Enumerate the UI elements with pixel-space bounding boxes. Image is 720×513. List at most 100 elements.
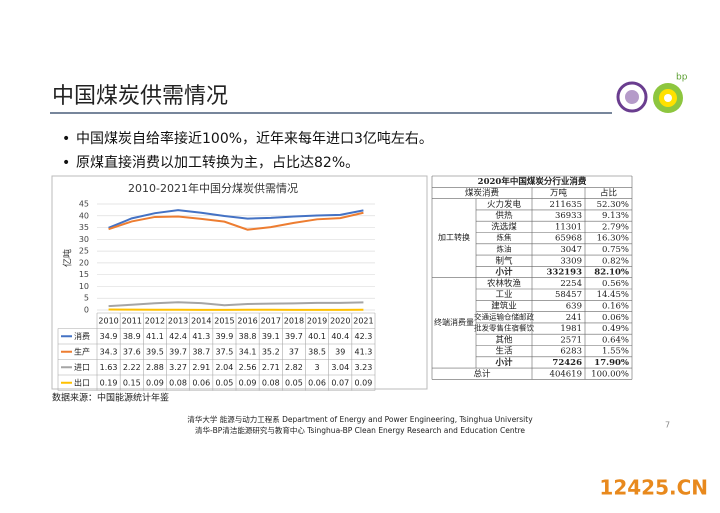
table-value: 38.5 (308, 347, 326, 356)
x-tick-label: 2018 (284, 316, 304, 325)
table-cell: 16.30% (597, 234, 629, 244)
table-cell: 332193 (547, 268, 583, 278)
table-cell: 1.55% (602, 347, 629, 357)
table-value: 42.3 (355, 332, 373, 341)
x-tick-label: 2011 (122, 316, 142, 325)
table-cell: 100.00% (591, 369, 629, 379)
table-value: 39.9 (216, 332, 234, 341)
table-value: 2.82 (285, 363, 303, 372)
slide-title: 中国煤炭供需情况 (52, 84, 228, 109)
table-cell: 3047 (560, 245, 582, 255)
y-tick-label: 0 (84, 306, 89, 315)
table-value: 0.05 (216, 378, 234, 387)
table-value: 2.22 (123, 363, 141, 372)
table-value: 39.7 (169, 347, 187, 356)
bullet-mark: • (62, 155, 70, 171)
y-tick-label: 5 (84, 294, 89, 303)
table-cell: 9.13% (602, 211, 629, 221)
x-tick-label: 2010 (98, 316, 118, 325)
legend-label: 出口 (74, 377, 90, 387)
table-cell: 2571 (560, 335, 582, 345)
bp-logo-center (664, 94, 672, 102)
table-value: 35.2 (262, 347, 280, 356)
table-cell: 211635 (550, 200, 582, 210)
table-value: 0.06 (192, 378, 210, 387)
table-cell: 639 (566, 301, 582, 311)
table-cell: 11301 (555, 222, 582, 232)
table-cell: 72426 (552, 358, 582, 368)
table-cell: 2254 (560, 279, 582, 289)
table-value: 0.06 (308, 378, 326, 387)
table-cell: 1981 (560, 324, 582, 334)
table-value: 34.9 (100, 332, 118, 341)
table-value: 0.19 (100, 378, 118, 387)
table-value: 39.7 (285, 332, 303, 341)
y-tick-label: 10 (79, 282, 89, 291)
bullet-mark: • (62, 131, 70, 147)
y-tick-label: 25 (79, 247, 89, 256)
table-value: 41.1 (146, 332, 164, 341)
table-cell: 3309 (560, 256, 582, 266)
x-tick-label: 2017 (261, 316, 281, 325)
x-tick-label: 2016 (237, 316, 257, 325)
table-cell: 0.75% (602, 245, 629, 255)
table-cell: 炼焦 (497, 232, 512, 242)
table-value: 2.56 (239, 363, 257, 372)
table-value: 1.63 (100, 363, 118, 372)
bullet: 原煤直接消费以加工转换为主，占比达82%。 (76, 154, 359, 171)
table-cell: 0.06% (602, 313, 629, 323)
table-cell: 农林牧渔 (487, 278, 522, 289)
table-cell: 供热 (495, 210, 513, 221)
table-value: 41.3 (192, 332, 210, 341)
table-cell: 0.49% (602, 324, 629, 334)
table-value: 0.08 (262, 378, 280, 387)
y-tick-label: 45 (79, 200, 89, 209)
table-cell: 其他 (495, 334, 513, 345)
page-number: 7 (665, 421, 670, 430)
table-value: 3.27 (169, 363, 187, 372)
table-value: 40.4 (331, 332, 349, 341)
table-cell: 52.30% (597, 200, 629, 210)
table-cell: 82.10% (594, 268, 629, 278)
y-axis-label: 亿吨 (62, 249, 74, 267)
table-value: 3.04 (331, 363, 349, 372)
table-value: 38.7 (192, 347, 210, 356)
table-cell: 建筑业 (491, 300, 517, 311)
table-cell: 58457 (555, 290, 582, 300)
university-logo-core (625, 90, 639, 104)
table-cell: 终端消费量 (434, 317, 474, 327)
table-cell: 0.56% (602, 279, 629, 289)
table-cell: 洗选煤 (491, 221, 517, 232)
table-value: 3 (315, 363, 320, 372)
table-value: 38.9 (123, 332, 141, 341)
x-tick-label: 2014 (191, 316, 211, 325)
table-value: 2.04 (216, 363, 234, 372)
y-tick-label: 15 (79, 270, 89, 279)
table-cell: 小计 (494, 267, 513, 278)
table-cell: 2.79% (602, 222, 629, 232)
legend-label: 消费 (74, 331, 90, 341)
legend-label: 生产 (74, 346, 90, 356)
footer-line: 清华大学 能源与动力工程系 Department of Energy and P… (187, 414, 533, 424)
table-cell: 煤炭消费 (465, 187, 500, 198)
table-cell: 占比 (600, 187, 617, 198)
table-value: 3.23 (355, 363, 373, 372)
table-cell: 404619 (550, 369, 582, 379)
table-cell: 36933 (555, 211, 582, 221)
table-value: 0.08 (169, 378, 187, 387)
table-cell: 批发零售住宿餐饮 (474, 323, 534, 333)
table-cell: 小计 (494, 357, 513, 368)
table-cell: 17.90% (594, 358, 629, 368)
table-value: 2.71 (262, 363, 280, 372)
table-value: 0.09 (146, 378, 164, 387)
x-tick-label: 2020 (330, 316, 350, 325)
table-cell: 0.16% (602, 301, 629, 311)
x-tick-label: 2021 (353, 316, 373, 325)
table-cell: 65968 (555, 234, 582, 244)
table-cell: 交通运输仓储邮政 (474, 311, 534, 321)
table-cell: 生活 (495, 346, 513, 357)
x-tick-label: 2015 (214, 316, 234, 325)
table-cell: 2020年中国煤炭分行业消费 (478, 176, 587, 187)
table-value: 2.91 (192, 363, 210, 372)
legend-label: 进口 (74, 363, 90, 372)
